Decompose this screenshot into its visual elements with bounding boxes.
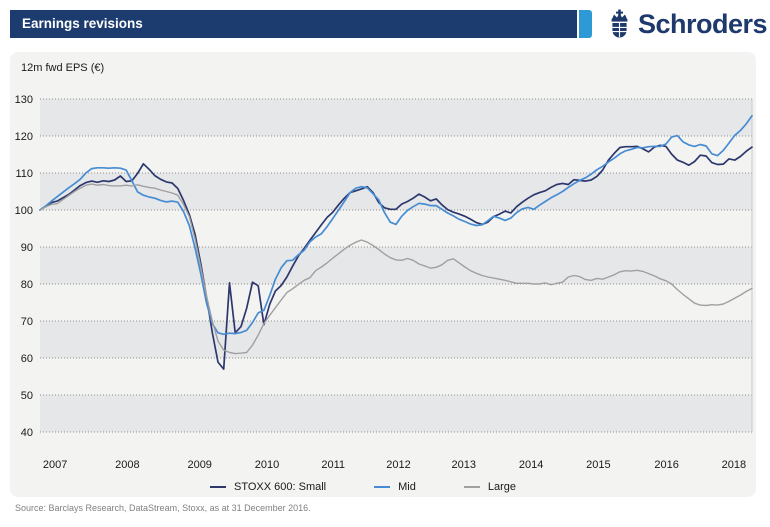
y-tick-label: 120 <box>15 131 33 143</box>
series-line-mid <box>39 114 753 336</box>
x-tick-label: 2012 <box>386 459 410 471</box>
y-tick-label: 50 <box>21 390 33 402</box>
brand-name: Schroders <box>637 9 768 39</box>
chart-legend: STOXX 600: Small Mid Large <box>0 479 736 495</box>
y-tick-label: 40 <box>21 427 33 439</box>
x-tick-label: 2018 <box>722 459 746 471</box>
x-tick-label: 2007 <box>43 459 67 471</box>
plot-band <box>40 358 752 395</box>
plot-band <box>40 284 752 321</box>
legend-line-swatch <box>210 486 226 488</box>
y-tick-label: 80 <box>21 279 33 291</box>
x-tick-label: 2016 <box>654 459 678 471</box>
source-note: Source: Barclays Research, DataStream, S… <box>15 503 311 513</box>
x-tick-label: 2010 <box>255 459 279 471</box>
y-tick-label: 90 <box>21 242 33 254</box>
y-axis-title: 12m fwd EPS (€) <box>21 62 105 74</box>
plot-band <box>40 321 752 358</box>
plot-band <box>40 136 752 173</box>
legend-label: Large <box>487 481 516 493</box>
series-line-stoxx-600-small <box>39 144 753 370</box>
y-tick-label: 70 <box>21 316 33 328</box>
legend-label: STOXX 600: Small <box>234 481 327 493</box>
plot-band <box>40 173 752 210</box>
y-tick-label: 60 <box>21 353 33 365</box>
x-tick-label: 2015 <box>586 459 610 471</box>
page-title: Earnings revisions <box>22 16 143 31</box>
x-tick-label: 2008 <box>115 459 139 471</box>
plot-band <box>40 395 752 432</box>
chart-panel: 12m fwd EPS (€) 130 120 110 100 90 80 70 60 50 40… <box>10 52 756 497</box>
brand-logo: Schroders <box>606 7 768 41</box>
legend-item: STOXX 600: Small <box>210 481 326 493</box>
plot-band <box>40 210 752 247</box>
x-tick-label: 2014 <box>519 459 543 471</box>
legend-item: Mid <box>374 481 416 493</box>
y-tick-label: 100 <box>15 205 33 217</box>
legend-line-swatch <box>374 486 391 488</box>
y-tick-label: 110 <box>15 168 33 180</box>
legend-line-swatch <box>463 486 480 488</box>
x-tick-label: 2013 <box>452 459 476 471</box>
legend-item: Large <box>463 481 516 493</box>
plot-band <box>40 247 752 284</box>
title-bar-accent <box>579 10 592 38</box>
x-tick-label: 2011 <box>321 459 345 471</box>
plot-band <box>40 99 752 136</box>
schroders-crest-icon <box>611 9 628 38</box>
y-tick-label: 130 <box>15 94 33 106</box>
line-chart: 130 120 110 100 90 80 70 60 50 40 2007 2008 2009 2010… <box>15 94 753 471</box>
series-line-large <box>39 183 753 355</box>
x-tick-label: 2009 <box>187 459 211 471</box>
title-bar: Earnings revisions <box>10 10 577 38</box>
legend-label: Mid <box>398 481 416 493</box>
